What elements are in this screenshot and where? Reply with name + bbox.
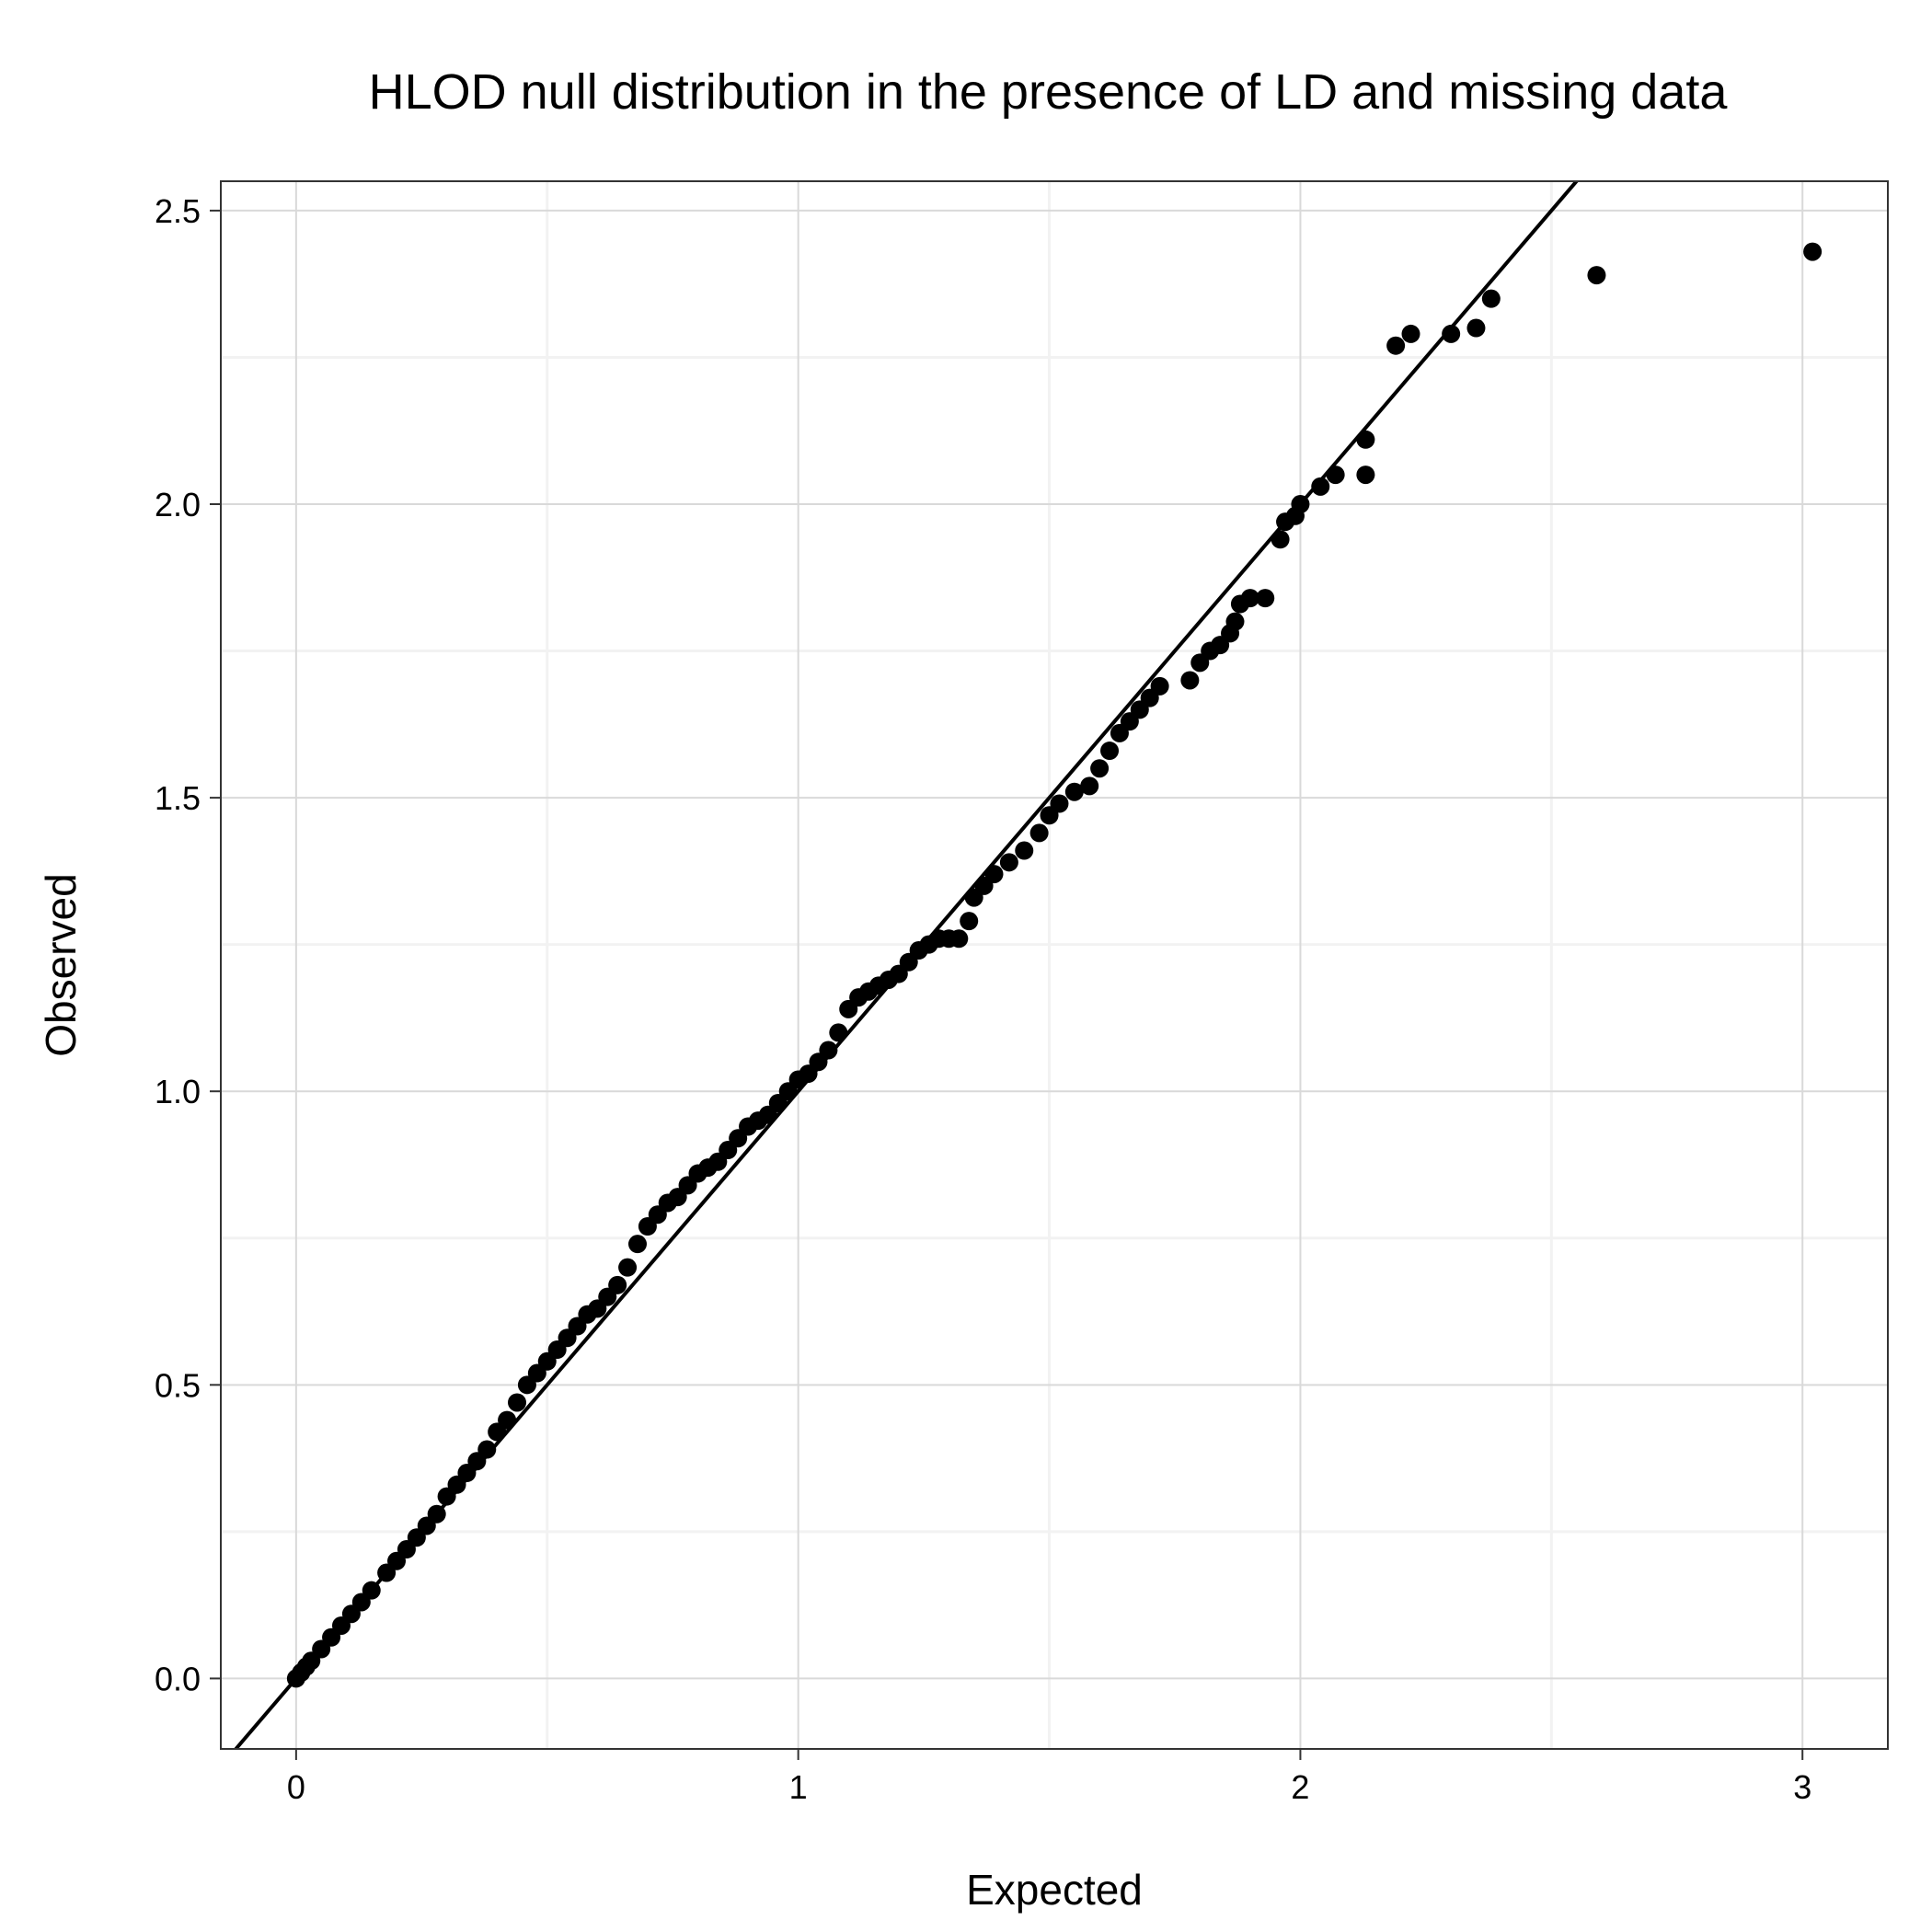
chart-title: HLOD null distribution in the presence o… [369, 64, 1729, 120]
data-point [1180, 671, 1200, 690]
data-point [960, 912, 979, 931]
data-point [1050, 794, 1069, 813]
data-point [1225, 612, 1245, 631]
reference-line-layer [233, 181, 1580, 1749]
data-point [1291, 495, 1310, 514]
y-tick-label: 2.5 [155, 192, 201, 230]
y-tick-label: 2.0 [155, 486, 201, 523]
data-point [1356, 466, 1375, 485]
y-tick-label: 1.0 [155, 1073, 201, 1110]
data-point [984, 865, 1004, 884]
data-point [1029, 823, 1049, 843]
data-point [1356, 430, 1375, 449]
data-point [1311, 477, 1330, 496]
data-point [1015, 841, 1034, 860]
data-point [949, 929, 969, 949]
data-point [618, 1258, 638, 1277]
x-tick-label: 3 [1793, 1768, 1811, 1806]
identity-reference-line [233, 181, 1580, 1749]
data-point [1100, 742, 1120, 761]
x-tick-label: 0 [287, 1768, 305, 1806]
data-point [1466, 318, 1486, 338]
y-tick-label: 1.5 [155, 779, 201, 817]
y-axis-title: Observed [37, 873, 85, 1056]
data-point [477, 1440, 497, 1459]
data-point [829, 1023, 848, 1042]
x-tick-label: 1 [789, 1768, 808, 1806]
data-point [1587, 266, 1606, 285]
data-point [1240, 589, 1259, 608]
data-point [1326, 466, 1345, 485]
y-axis-ticks: 0.0 0.5 1.0 1.5 2.0 2.5 [155, 192, 221, 1697]
data-point [1150, 676, 1169, 696]
plot-frame [220, 180, 1889, 1750]
data-point [1401, 324, 1420, 343]
data-point [628, 1235, 647, 1254]
data-point [1271, 530, 1290, 549]
data-points [286, 242, 1823, 1688]
x-axis-ticks: 0 1 2 3 [287, 1749, 1811, 1806]
x-axis-title: Expected [966, 1866, 1143, 1914]
data-point [819, 1041, 838, 1060]
y-tick-label: 0.5 [155, 1366, 201, 1404]
data-point [362, 1581, 381, 1600]
major-gridlines [221, 181, 1888, 1749]
data-point [1481, 289, 1501, 308]
data-point [508, 1393, 527, 1412]
data-point [1386, 336, 1406, 355]
y-tick-label: 0.0 [155, 1660, 201, 1697]
data-point [999, 853, 1018, 872]
data-point [1090, 759, 1110, 778]
plot-background [221, 181, 1888, 1749]
data-point [1256, 589, 1275, 608]
data-point [1080, 776, 1099, 796]
x-tick-label: 2 [1291, 1768, 1309, 1806]
data-point [608, 1275, 627, 1294]
data-point [1064, 782, 1084, 801]
data-point [1803, 242, 1823, 261]
minor-gridlines [221, 181, 1888, 1749]
data-point [1442, 324, 1461, 343]
data-point [427, 1504, 446, 1524]
data-point [498, 1410, 517, 1430]
